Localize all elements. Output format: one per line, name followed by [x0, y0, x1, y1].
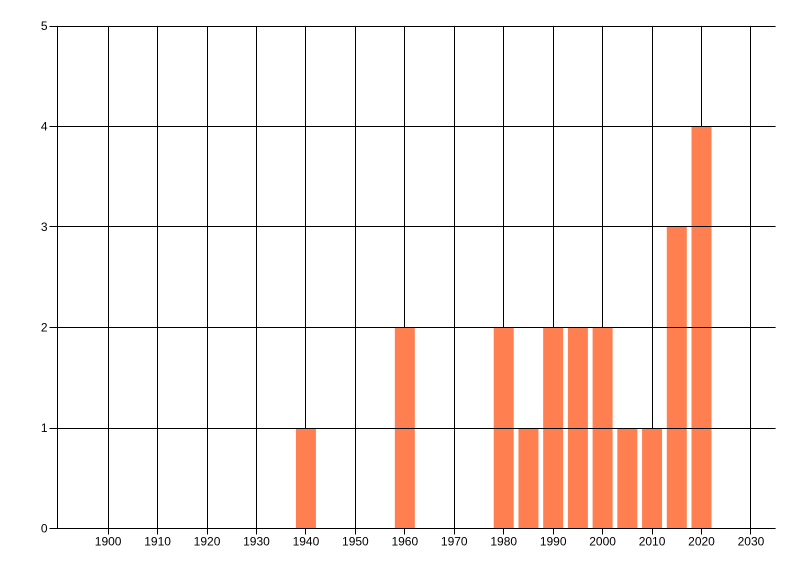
svg-text:1970: 1970	[441, 535, 468, 549]
svg-text:2030: 2030	[738, 535, 765, 549]
svg-text:1950: 1950	[342, 535, 369, 549]
svg-text:1930: 1930	[243, 535, 270, 549]
svg-text:1990: 1990	[540, 535, 567, 549]
svg-text:2: 2	[41, 321, 48, 335]
svg-text:5: 5	[41, 19, 48, 33]
svg-text:3: 3	[41, 220, 48, 234]
svg-text:1: 1	[41, 421, 48, 435]
svg-text:0: 0	[41, 522, 48, 536]
svg-text:1980: 1980	[490, 535, 517, 549]
svg-text:1920: 1920	[194, 535, 221, 549]
svg-text:2020: 2020	[688, 535, 715, 549]
svg-text:1910: 1910	[144, 535, 171, 549]
svg-text:2010: 2010	[639, 535, 666, 549]
svg-text:2000: 2000	[589, 535, 616, 549]
svg-text:1900: 1900	[95, 535, 122, 549]
svg-text:4: 4	[41, 120, 48, 134]
svg-text:1960: 1960	[391, 535, 418, 549]
svg-text:1940: 1940	[293, 535, 320, 549]
